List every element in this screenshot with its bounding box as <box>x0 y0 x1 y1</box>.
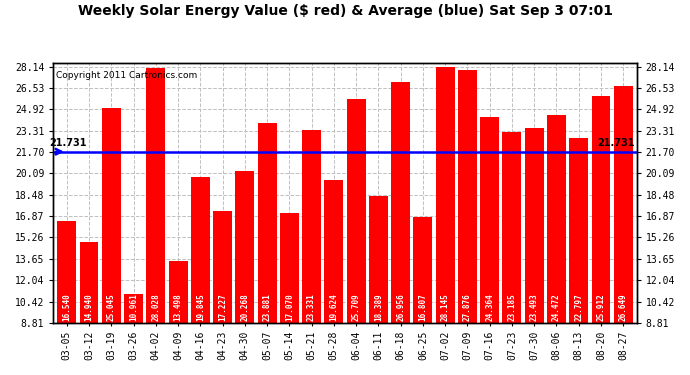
Bar <box>369 196 388 323</box>
Text: 21.731: 21.731 <box>597 138 634 148</box>
Text: 27.876: 27.876 <box>463 293 472 321</box>
Text: 28.145: 28.145 <box>441 293 450 321</box>
Bar <box>146 68 166 323</box>
Text: 14.940: 14.940 <box>84 293 94 321</box>
Text: 26.956: 26.956 <box>396 293 405 321</box>
Bar <box>569 138 588 323</box>
Text: Copyright 2011 Cartronics.com: Copyright 2011 Cartronics.com <box>57 70 197 80</box>
Text: 23.493: 23.493 <box>530 293 539 321</box>
Bar <box>547 116 566 323</box>
Text: 19.845: 19.845 <box>196 293 205 321</box>
Bar <box>235 171 255 323</box>
Bar <box>79 242 99 323</box>
Bar <box>324 180 344 323</box>
Text: 23.881: 23.881 <box>263 293 272 321</box>
Text: 28.028: 28.028 <box>151 293 160 321</box>
Bar <box>524 128 544 323</box>
Bar <box>302 130 321 323</box>
Text: Weekly Solar Energy Value ($ red) & Average (blue) Sat Sep 3 07:01: Weekly Solar Energy Value ($ red) & Aver… <box>77 4 613 18</box>
Bar <box>168 261 188 323</box>
Text: 24.472: 24.472 <box>552 293 561 321</box>
Bar <box>346 99 366 323</box>
Text: 20.268: 20.268 <box>240 293 249 321</box>
Text: 25.045: 25.045 <box>107 293 116 321</box>
Text: 26.649: 26.649 <box>619 293 628 321</box>
Bar <box>413 217 433 323</box>
Bar <box>280 213 299 323</box>
Text: 16.807: 16.807 <box>418 293 427 321</box>
Bar <box>213 211 232 323</box>
Text: 10.961: 10.961 <box>129 293 138 321</box>
Text: 24.364: 24.364 <box>485 293 494 321</box>
Bar <box>57 220 76 323</box>
Bar <box>257 123 277 323</box>
Text: 18.389: 18.389 <box>374 293 383 321</box>
Text: 21.731: 21.731 <box>49 138 86 148</box>
Text: 13.498: 13.498 <box>174 293 183 321</box>
Text: 17.070: 17.070 <box>285 293 294 321</box>
Text: 23.185: 23.185 <box>507 293 516 321</box>
Bar <box>458 70 477 323</box>
Text: 16.540: 16.540 <box>62 293 71 321</box>
Bar <box>502 132 522 323</box>
Bar <box>435 67 455 323</box>
Bar <box>191 177 210 323</box>
Bar <box>102 108 121 323</box>
Text: 25.912: 25.912 <box>596 293 606 321</box>
Bar <box>614 87 633 323</box>
Bar <box>591 96 611 323</box>
Bar <box>391 82 410 323</box>
Bar <box>124 294 143 323</box>
Text: 17.227: 17.227 <box>218 293 227 321</box>
Text: 25.709: 25.709 <box>352 293 361 321</box>
Bar <box>480 117 499 323</box>
Text: 23.331: 23.331 <box>307 293 316 321</box>
Text: 22.797: 22.797 <box>574 293 583 321</box>
Text: 19.624: 19.624 <box>329 293 338 321</box>
